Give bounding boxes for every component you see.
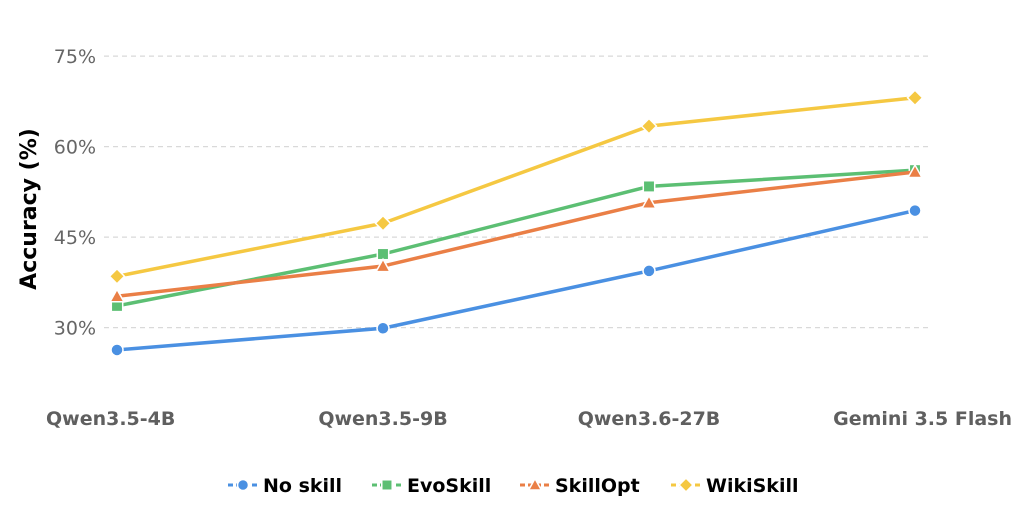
data-point — [110, 343, 124, 357]
data-point — [374, 257, 392, 273]
legend-item: No skill — [228, 475, 342, 497]
y-tick-label: 30% — [54, 318, 96, 340]
series-line — [115, 95, 917, 279]
x-axis-ticks: Qwen3.5-4B Qwen3.5-9B Qwen3.6-27B Gemini 3.… — [46, 408, 1012, 430]
legend-label: No skill — [263, 475, 342, 497]
y-tick-label: 60% — [54, 137, 96, 159]
data-point — [108, 267, 126, 285]
series-wikiskill — [108, 89, 924, 285]
y-axis-ticks: 30% 45% 60% 75% — [54, 46, 96, 340]
series-no-skill — [110, 203, 922, 357]
data-point — [640, 117, 658, 135]
data-point — [906, 89, 924, 107]
series-line — [115, 208, 917, 352]
series-line — [115, 170, 917, 299]
series-skillopt — [108, 163, 924, 303]
legend-item: SkillOpt — [520, 475, 640, 497]
legend-label: SkillOpt — [555, 475, 640, 497]
data-point — [908, 203, 922, 218]
legend-item: WikiSkill — [671, 475, 798, 497]
legend-marker — [527, 477, 543, 491]
grid-lines — [104, 55, 930, 329]
y-tick-label: 75% — [54, 46, 96, 68]
legend-marker — [678, 477, 694, 493]
y-axis-label: Accuracy (%) — [17, 128, 42, 290]
x-tick-label: Qwen3.5-9B — [318, 408, 447, 430]
legend-label: WikiSkill — [706, 475, 798, 497]
data-point — [906, 163, 924, 179]
x-tick-label: Gemini 3.5 Flash — [833, 408, 1012, 430]
data-point — [376, 321, 390, 335]
legend: No skill EvoSkill SkillOpt WikiSkill — [228, 475, 798, 497]
x-tick-label: Qwen3.6-27B — [578, 408, 721, 430]
legend-marker — [236, 478, 250, 492]
data-point — [642, 264, 656, 278]
legend-label: EvoSkill — [407, 475, 491, 497]
series-lines — [108, 89, 924, 357]
x-tick-label: Qwen3.5-4B — [46, 408, 175, 430]
data-point — [642, 179, 656, 193]
data-point — [108, 287, 126, 303]
y-tick-label: 45% — [54, 227, 96, 249]
data-point — [374, 214, 392, 232]
legend-marker — [381, 479, 393, 491]
data-point — [640, 194, 658, 209]
legend-item: EvoSkill — [372, 475, 491, 497]
